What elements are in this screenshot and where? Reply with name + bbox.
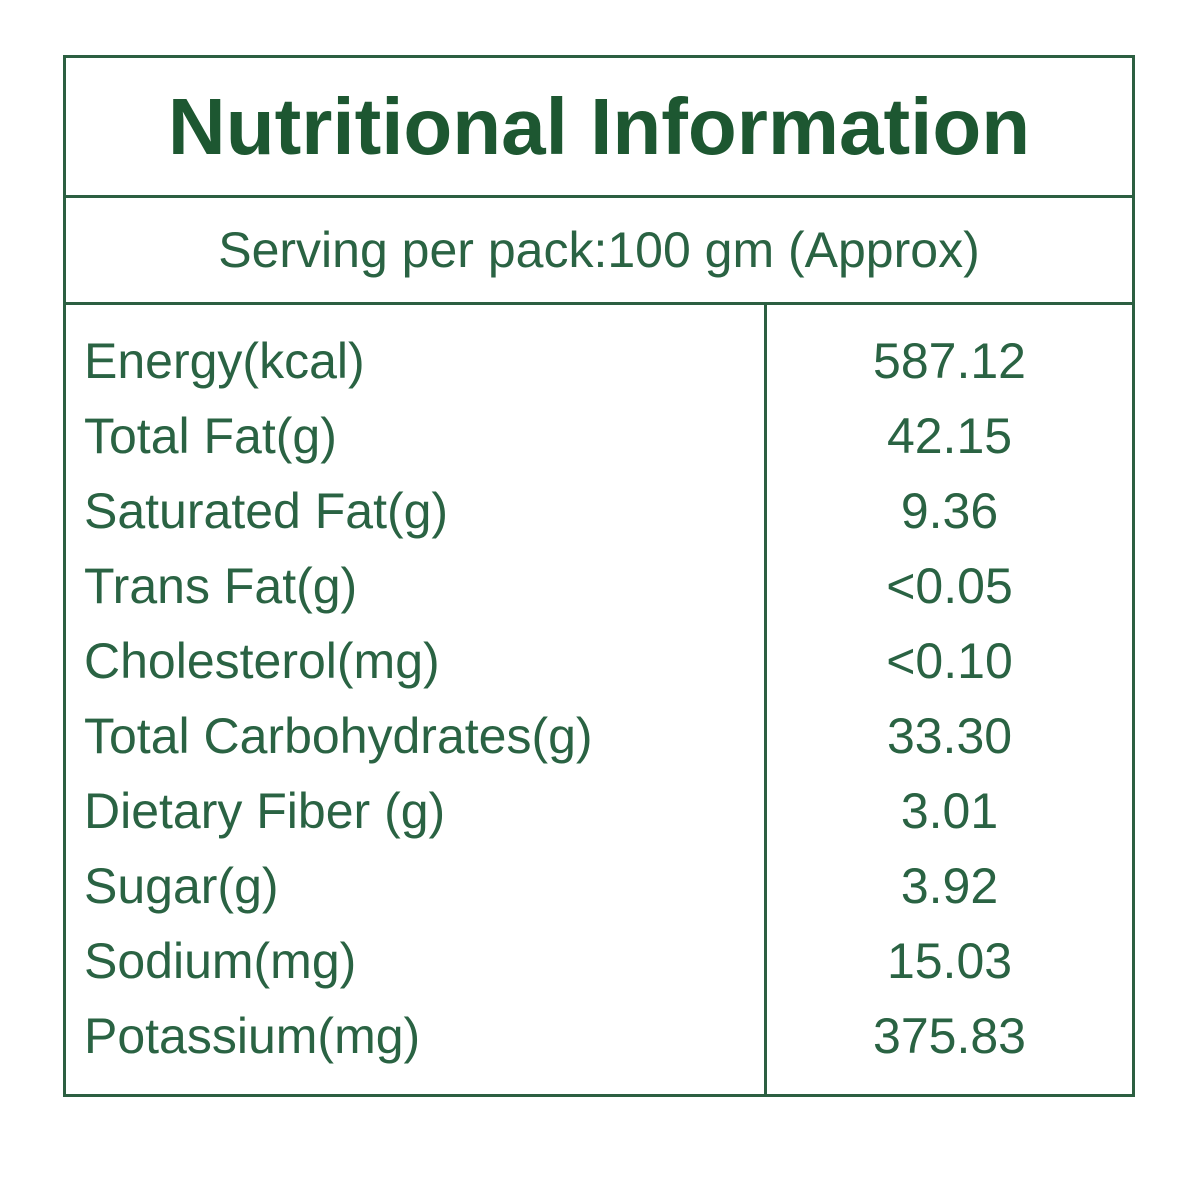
nutrient-label: Potassium(mg) <box>84 1007 421 1064</box>
nutrient-value: 33.30 <box>886 707 1013 764</box>
table-row: Energy(kcal) 587.12 <box>66 323 1132 398</box>
table-row: Cholesterol(mg) <0.10 <box>66 623 1132 698</box>
nutrient-label: Saturated Fat(g) <box>84 482 449 539</box>
nutrient-label: Sodium(mg) <box>84 932 357 989</box>
page-title: Nutritional Information <box>167 81 1031 171</box>
nutrient-label: Energy(kcal) <box>84 332 365 389</box>
column-divider <box>764 305 767 1094</box>
table-row: Sodium(mg) 15.03 <box>66 923 1132 998</box>
serving-info: Serving per pack:100 gm (Approx) <box>218 222 980 278</box>
nutrition-table: Energy(kcal) 587.12 Total Fat(g) 42.15 S… <box>66 305 1132 1094</box>
nutrient-label: Total Carbohydrates(g) <box>84 707 593 764</box>
nutrient-label: Cholesterol(mg) <box>84 632 440 689</box>
nutrient-value: 587.12 <box>873 332 1026 389</box>
table-row: Saturated Fat(g) 9.36 <box>66 473 1132 548</box>
serving-section: Serving per pack:100 gm (Approx) <box>66 198 1132 305</box>
nutrient-value: 15.03 <box>886 932 1013 989</box>
nutrient-value: <0.05 <box>886 557 1013 614</box>
nutrient-value: 42.15 <box>886 407 1013 464</box>
nutrition-label-card: Nutritional Information Serving per pack… <box>63 55 1135 1097</box>
nutrient-value: 9.36 <box>900 482 999 539</box>
nutrient-label: Total Fat(g) <box>84 407 337 464</box>
title-section: Nutritional Information <box>66 58 1132 198</box>
table-row: Sugar(g) 3.92 <box>66 848 1132 923</box>
table-row: Potassium(mg) 375.83 <box>66 998 1132 1073</box>
nutrient-label: Dietary Fiber (g) <box>84 782 446 839</box>
nutrient-value: 3.92 <box>900 857 999 914</box>
nutrient-label: Trans Fat(g) <box>84 557 358 614</box>
nutrient-label: Sugar(g) <box>84 857 279 914</box>
table-row: Total Fat(g) 42.15 <box>66 398 1132 473</box>
nutrient-value: 375.83 <box>873 1007 1026 1064</box>
nutrient-value: 3.01 <box>900 782 999 839</box>
nutrient-value: <0.10 <box>886 632 1013 689</box>
table-row: Total Carbohydrates(g) 33.30 <box>66 698 1132 773</box>
table-row: Trans Fat(g) <0.05 <box>66 548 1132 623</box>
table-row: Dietary Fiber (g) 3.01 <box>66 773 1132 848</box>
